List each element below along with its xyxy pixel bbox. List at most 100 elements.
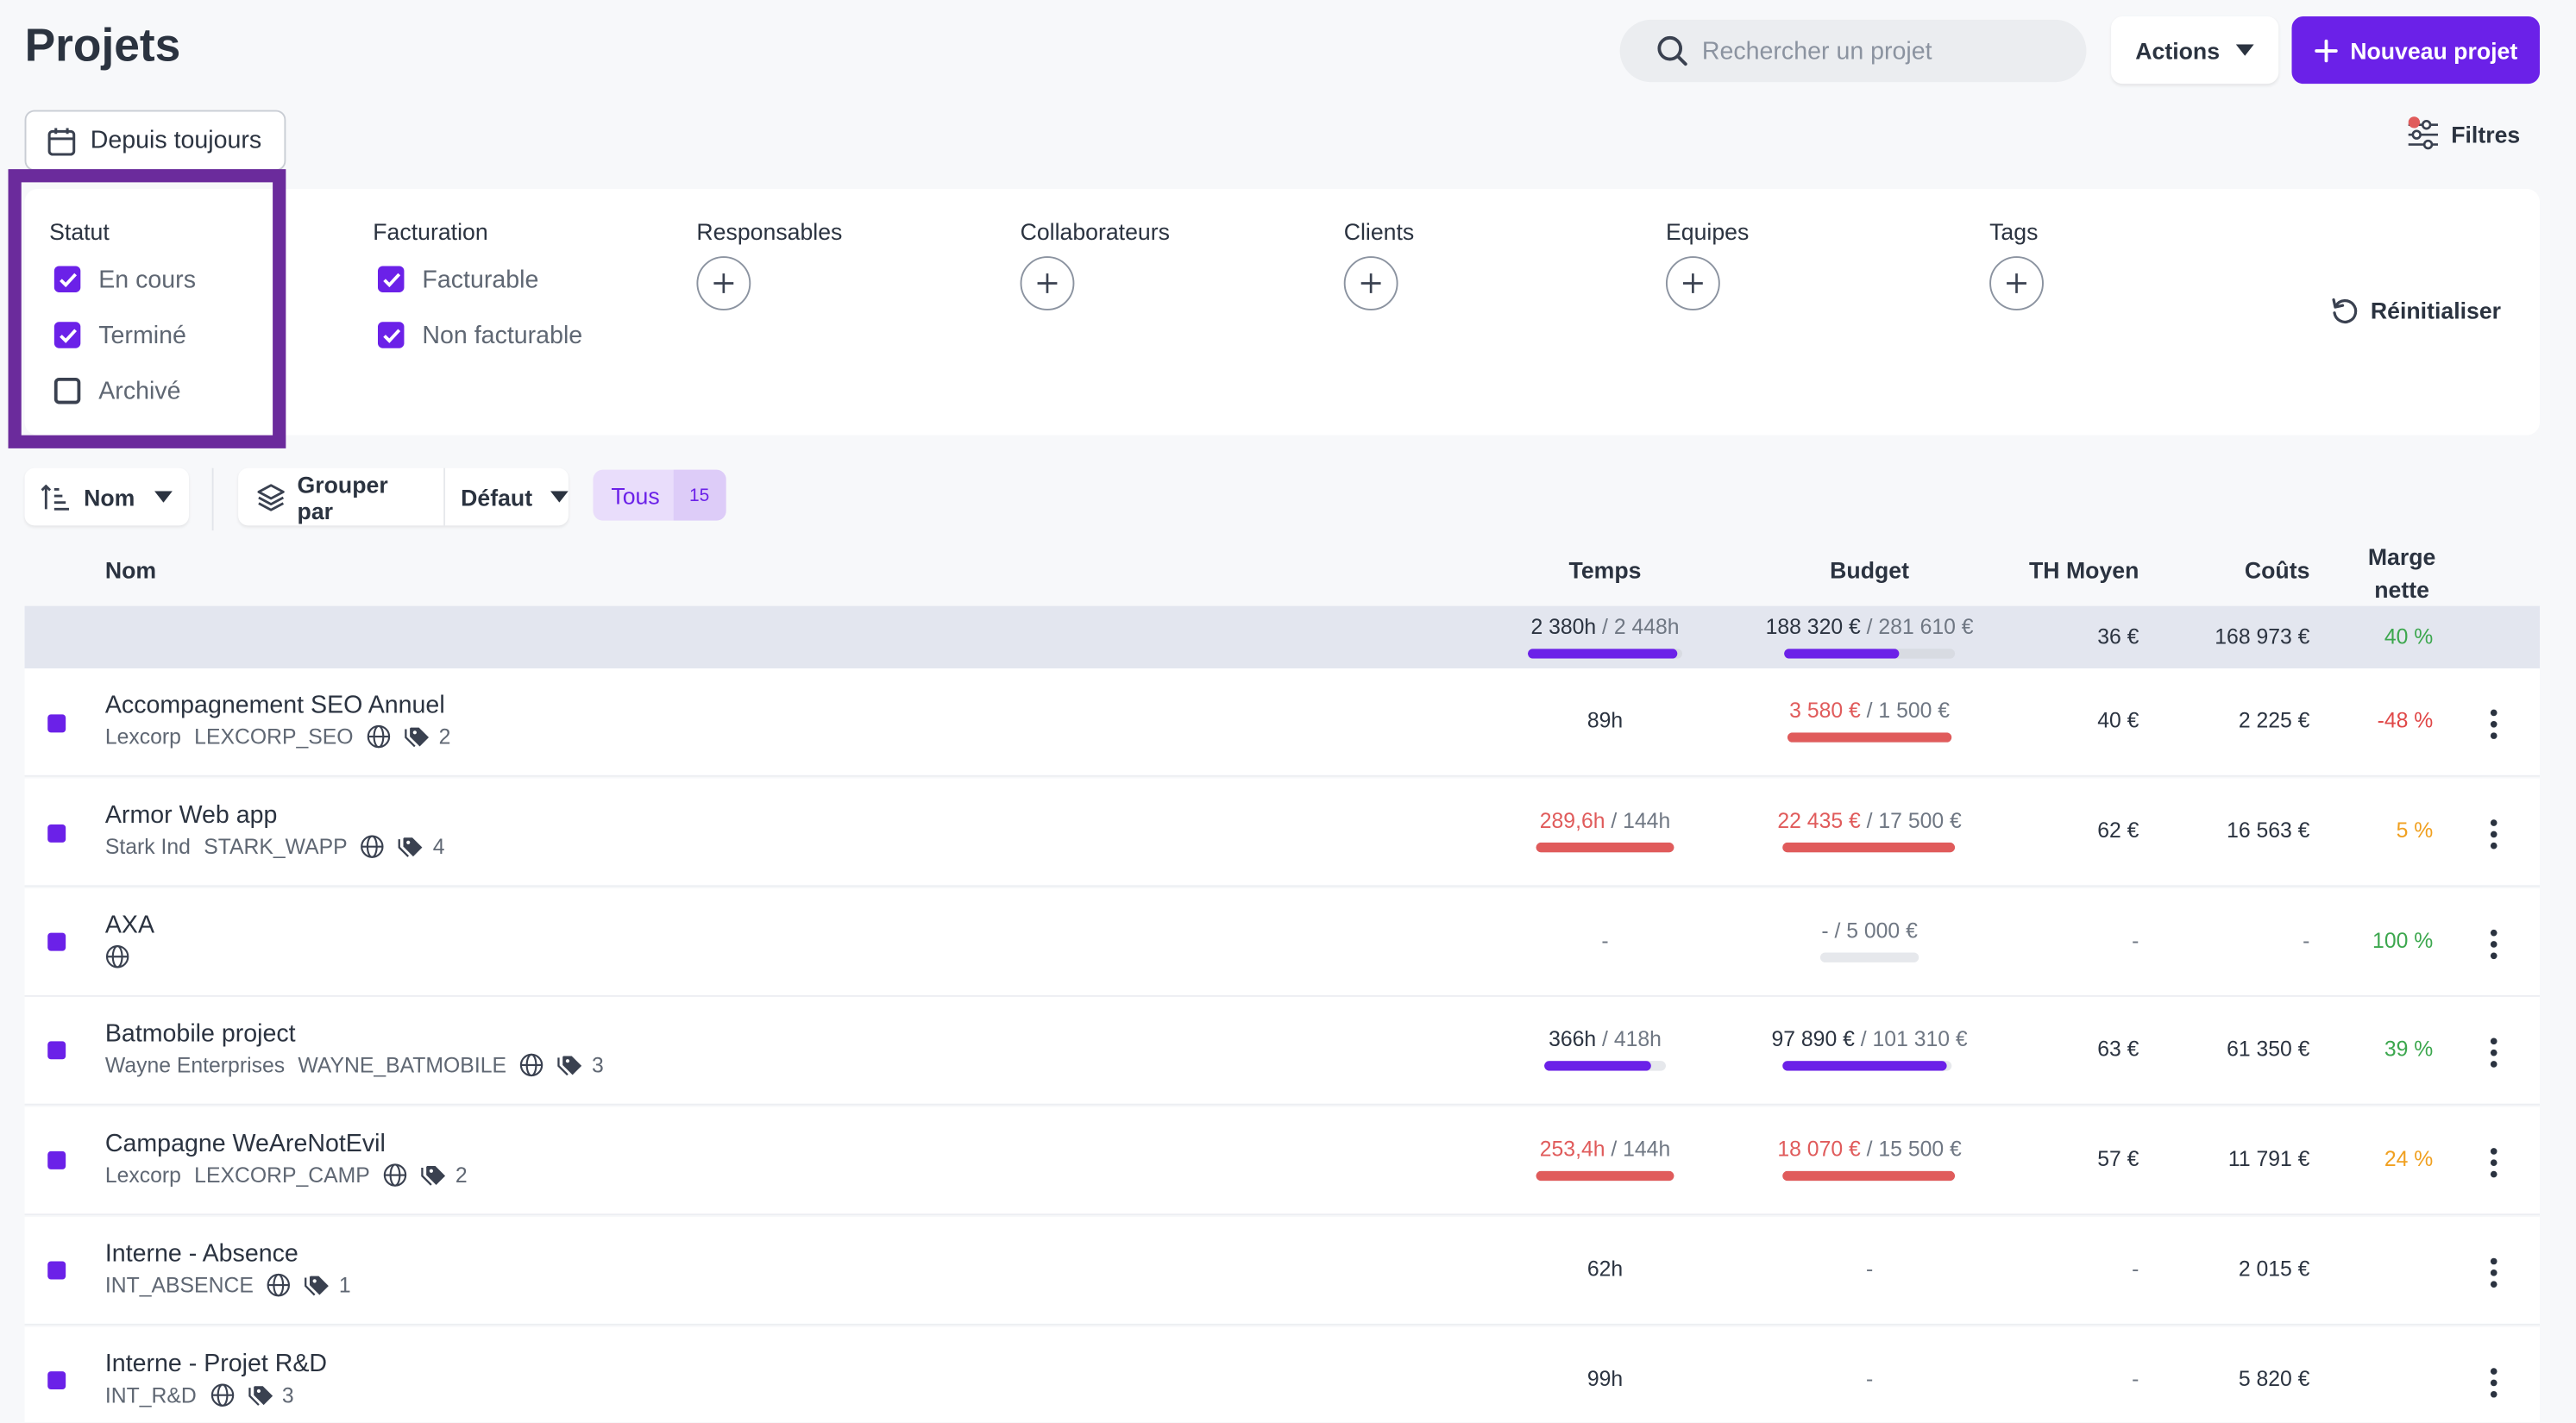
reset-filters-button[interactable]: Réinitialiser <box>2329 296 2501 325</box>
time-used: - <box>1601 927 1609 953</box>
add-collaborateur-button[interactable] <box>1020 256 1075 310</box>
row-menu-icon[interactable] <box>2489 709 2498 739</box>
checkbox-checked[interactable] <box>53 322 81 348</box>
check-icon <box>59 272 77 287</box>
project-code: WAYNE_BATMOBILE <box>298 1052 507 1078</box>
client-name: Lexcorp <box>104 724 181 749</box>
new-project-label: Nouveau projet <box>2350 36 2518 64</box>
budget-separator: / <box>1854 1026 1873 1051</box>
add-tag-button[interactable] <box>1989 256 2044 310</box>
column-header-costs[interactable]: Coûts <box>2244 556 2310 584</box>
facturation-filter-options: Facturable Non facturable <box>377 251 583 363</box>
column-header-time[interactable]: Temps <box>1568 556 1642 584</box>
column-header-budget[interactable]: Budget <box>1830 556 1910 584</box>
tags-icon <box>248 1385 273 1405</box>
filters-toggle[interactable]: Filtres <box>2405 116 2520 151</box>
group-by-button[interactable]: Grouper par Défaut <box>238 467 569 526</box>
checkbox-checked[interactable] <box>377 322 405 348</box>
budget-planned: 17 500 € <box>1878 807 1962 833</box>
project-name[interactable]: Accompagnement SEO Annuel <box>104 691 445 720</box>
client-name: Wayne Enterprises <box>104 1052 286 1078</box>
search-box[interactable] <box>1619 19 2087 83</box>
statut-option-termine[interactable]: Terminé <box>53 307 196 363</box>
checkbox-checked[interactable] <box>377 266 405 292</box>
calendar-icon <box>47 127 76 155</box>
row-menu-icon[interactable] <box>2489 1368 2498 1398</box>
group-by-divider <box>444 467 446 526</box>
facturation-filter-title: Facturation <box>373 218 488 245</box>
responsables-filter-title: Responsables <box>696 218 843 245</box>
tags-icon <box>421 1165 446 1185</box>
row-menu-icon[interactable] <box>2489 1148 2498 1178</box>
add-responsable-button[interactable] <box>696 256 751 310</box>
group-by-value: Défaut <box>461 483 533 511</box>
plus-icon <box>713 273 734 293</box>
progress-fill <box>1544 1061 1652 1071</box>
tags-count-value: 2 <box>438 724 451 749</box>
statut-option-archive[interactable]: Archivé <box>53 363 196 419</box>
globe-icon <box>361 835 385 858</box>
row-menu-icon[interactable] <box>2489 929 2498 960</box>
project-code: STARK_WAPP <box>204 834 348 859</box>
budget-progress <box>1782 1061 1952 1071</box>
tags-count: 2 <box>405 724 451 749</box>
table-row[interactable]: Campagne WeAreNotEvil Lexcorp LEXCORP_CA… <box>24 1106 2541 1216</box>
project-color-dot <box>47 714 66 733</box>
project-name[interactable]: Interne - Absence <box>104 1239 298 1269</box>
facturation-option-non-facturable[interactable]: Non facturable <box>377 307 583 363</box>
budget-used: - <box>1821 918 1829 943</box>
search-icon <box>1657 35 1687 66</box>
statut-option-en-cours[interactable]: En cours <box>53 251 196 307</box>
facturation-option-facturable[interactable]: Facturable <box>377 251 582 307</box>
add-equipe-button[interactable] <box>1665 256 1720 310</box>
table-row[interactable]: Armor Web app Stark Ind STARK_WAPP 4 289… <box>24 778 2541 887</box>
avg-rate: 63 € <box>2097 1036 2139 1062</box>
date-range-label: Depuis toujours <box>90 126 262 155</box>
project-name[interactable]: Campagne WeAreNotEvil <box>104 1130 386 1158</box>
budget-planned: 101 310 € <box>1872 1026 1968 1051</box>
column-header-margin[interactable]: Marge nette <box>2368 541 2436 606</box>
budget-separator: / <box>1860 807 1879 833</box>
row-menu-icon[interactable] <box>2489 819 2498 849</box>
tags-count: 2 <box>421 1163 468 1188</box>
table-row[interactable]: Accompagnement SEO Annuel Lexcorp LEXCOR… <box>24 668 2541 777</box>
caret-down-icon <box>154 491 173 503</box>
reset-icon <box>2332 298 2358 323</box>
globe-icon <box>210 1383 234 1407</box>
avg-rate: 40 € <box>2097 707 2139 733</box>
time-used: 89h <box>1586 707 1624 733</box>
row-menu-icon[interactable] <box>2489 1037 2498 1068</box>
sort-ascending-icon <box>41 483 69 510</box>
costs: 61 350 € <box>2227 1036 2310 1062</box>
progress-fill <box>1536 1170 1674 1182</box>
table-row[interactable]: Batmobile project Wayne Enterprises WAYN… <box>24 996 2541 1106</box>
project-name[interactable]: Interne - Projet R&D <box>104 1350 328 1378</box>
sort-button[interactable]: Nom <box>24 467 189 526</box>
budget-separator: / <box>1860 1136 1879 1162</box>
checkbox-checked[interactable] <box>53 266 81 292</box>
search-input[interactable] <box>1701 36 2064 66</box>
all-projects-tab[interactable]: Tous 15 <box>593 469 726 521</box>
project-name[interactable]: Armor Web app <box>104 801 278 830</box>
margin: 100 % <box>2372 927 2434 953</box>
add-client-button[interactable] <box>1343 256 1398 310</box>
statut-filter-options: En cours Terminé Archivé <box>53 251 196 419</box>
time: 253,4h / 144h <box>1540 1137 1670 1162</box>
column-header-name[interactable]: Nom <box>104 556 157 584</box>
table-row[interactable]: AXA - - / 5 000 € - - 100 % <box>24 888 2541 997</box>
date-range-button[interactable]: Depuis toujours <box>24 110 286 172</box>
column-header-avg-rate[interactable]: TH Moyen <box>2029 556 2139 584</box>
avg-rate: - <box>2132 1256 2139 1282</box>
actions-button[interactable]: Actions <box>2111 16 2279 85</box>
new-project-button[interactable]: Nouveau projet <box>2291 16 2541 85</box>
table-row[interactable]: Interne - Projet R&D INT_R&D 3 99h - - 5… <box>24 1326 2541 1423</box>
checkbox-unchecked[interactable] <box>53 377 81 404</box>
row-menu-icon[interactable] <box>2489 1257 2498 1288</box>
tags-count: 3 <box>248 1382 294 1407</box>
budget: - / 5 000 € <box>1821 918 1918 943</box>
budget: - <box>1865 1256 1874 1282</box>
project-name[interactable]: AXA <box>104 911 155 940</box>
option-label: Non facturable <box>422 321 583 349</box>
project-name[interactable]: Batmobile project <box>104 1019 296 1048</box>
table-row[interactable]: Interne - Absence INT_ABSENCE 1 62h - - … <box>24 1217 2541 1326</box>
